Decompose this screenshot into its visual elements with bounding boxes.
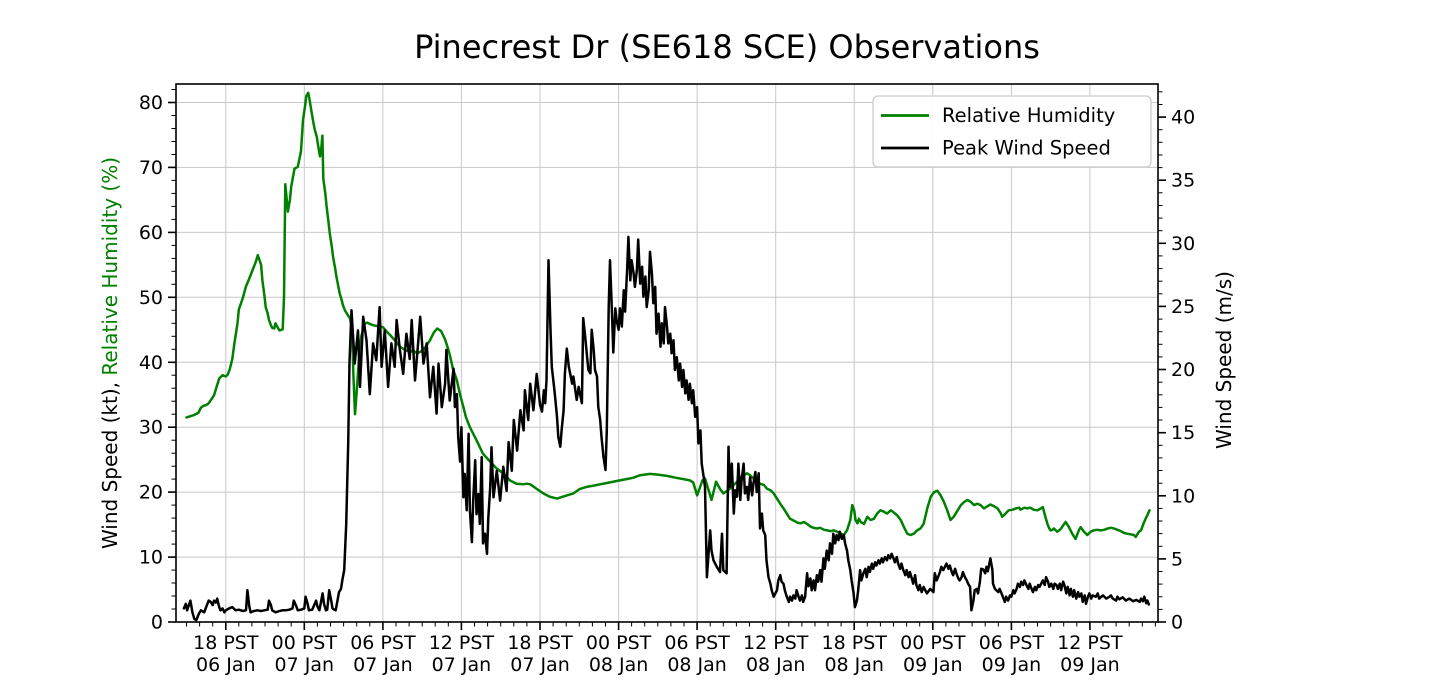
left-y-tick-label: 20 — [139, 482, 163, 504]
right-y-tick-label: 20 — [1171, 359, 1195, 381]
x-tick-label-date: 09 Jan — [1060, 654, 1120, 676]
right-axis-label: Wind Speed (m/s) — [1212, 271, 1236, 449]
x-tick-label-time: 00 PST — [586, 632, 652, 654]
left-y-tick-label: 60 — [139, 222, 163, 244]
x-tick-label-date: 08 Jan — [667, 654, 727, 676]
x-tick-label-date: 07 Jan — [510, 654, 570, 676]
x-tick-label-time: 12 PST — [429, 632, 495, 654]
series-line-peak-wind-speed — [182, 235, 1151, 622]
x-tick-label-date: 09 Jan — [982, 654, 1042, 676]
x-tick-label-time: 06 PST — [664, 632, 730, 654]
right-y-tick-label: 0 — [1171, 612, 1183, 634]
x-tick-label-date: 07 Jan — [432, 654, 492, 676]
x-tick-label-date: 06 Jan — [196, 654, 256, 676]
right-y-tick-label: 5 — [1171, 548, 1183, 570]
x-tick-label-date: 08 Jan — [589, 654, 649, 676]
x-tick-label-time: 18 PST — [507, 632, 573, 654]
x-tick-label-time: 12 PST — [743, 632, 809, 654]
legend: Relative Humidity Peak Wind Speed — [872, 95, 1152, 168]
right-y-tick-label: 35 — [1171, 170, 1195, 192]
x-tick-label-date: 09 Jan — [903, 654, 963, 676]
gridlines — [176, 84, 1158, 622]
x-tick-label-time: 12 PST — [1057, 632, 1123, 654]
legend-label: Relative Humidity — [942, 104, 1115, 127]
x-tick-label-date: 07 Jan — [353, 654, 413, 676]
left-y-tick-label: 70 — [139, 157, 163, 179]
x-tick-label-time: 00 PST — [272, 632, 338, 654]
plot-border — [175, 83, 1159, 623]
x-tick-label-time: 06 PST — [350, 632, 416, 654]
series-line-relative-humidity — [185, 91, 1151, 541]
right-y-tick-label: 15 — [1171, 422, 1195, 444]
left-y-tick-label: 0 — [151, 612, 163, 634]
chart-title: Pinecrest Dr (SE618 SCE) Observations — [414, 28, 1040, 66]
left-y-tick-label: 10 — [139, 547, 163, 569]
left-y-tick-label: 80 — [139, 92, 163, 114]
right-y-tick-label: 10 — [1171, 485, 1195, 507]
x-tick-label-date: 07 Jan — [275, 654, 335, 676]
right-y-tick-label: 40 — [1171, 107, 1195, 129]
legend-box — [872, 95, 1152, 168]
legend-label: Peak Wind Speed — [942, 137, 1111, 160]
left-axis-label-humidity: Relative Humidity (%) — [98, 156, 122, 376]
x-tick-label-date: 08 Jan — [746, 654, 806, 676]
left-y-tick-label: 40 — [139, 352, 163, 374]
left-y-tick-label: 30 — [139, 417, 163, 439]
x-tick-label-time: 18 PST — [822, 632, 888, 654]
right-y-tick-label: 25 — [1171, 296, 1195, 318]
x-tick-label-date: 08 Jan — [824, 654, 884, 676]
left-y-tick-label: 50 — [139, 287, 163, 309]
x-tick-label-time: 18 PST — [193, 632, 259, 654]
right-y-tick-label: 30 — [1171, 233, 1195, 255]
left-axis-label-wind: Wind Speed (kt), — [98, 375, 122, 550]
x-tick-label-time: 00 PST — [900, 632, 966, 654]
left-axis-label: Wind Speed (kt), Relative Humidity (%) — [98, 157, 122, 549]
x-tick-label-time: 06 PST — [979, 632, 1045, 654]
